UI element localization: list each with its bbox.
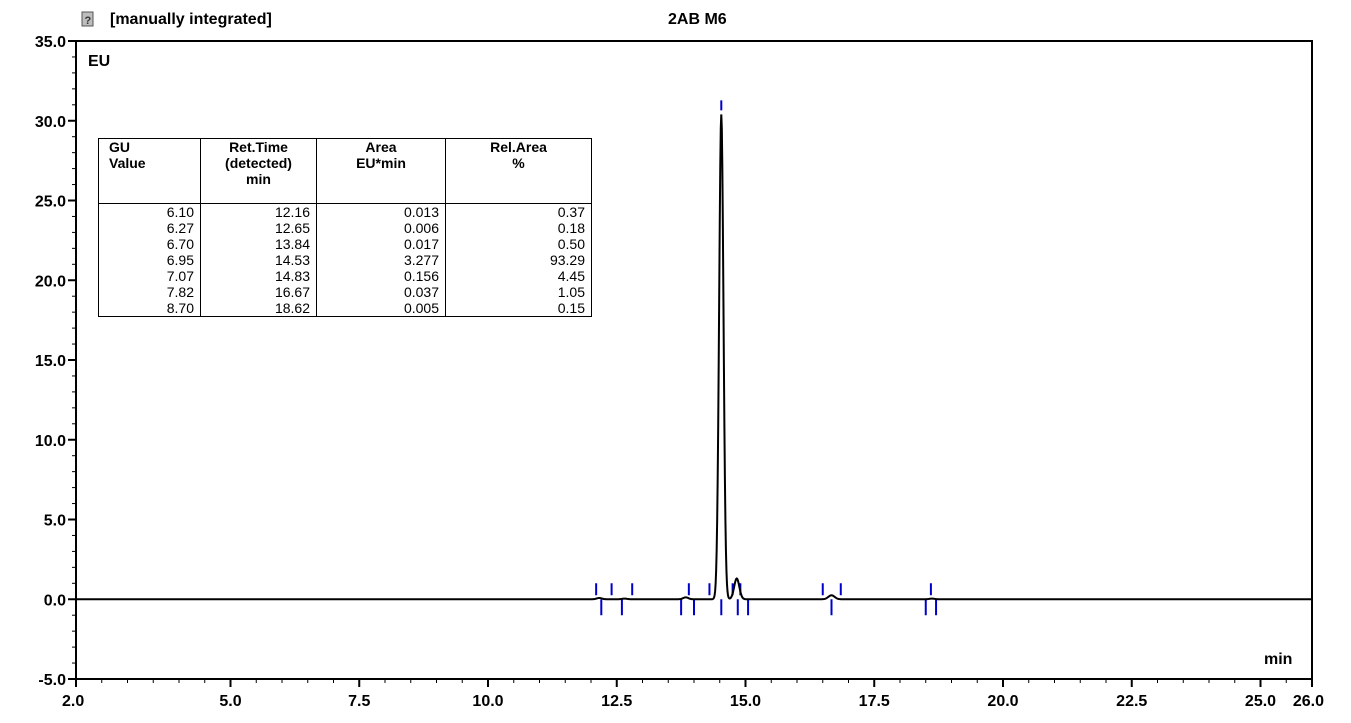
cell-ret-time: 16.67 [200,284,317,300]
x-tick-label: 2.0 [62,693,84,710]
cell-area: 0.017 [316,236,446,252]
cell-ret-time: 18.62 [200,300,317,317]
y-tick-label: 10.0 [35,433,66,450]
cell-rel-area: 93.29 [445,252,592,268]
header-rel-area: Rel.Area% [445,138,592,204]
cell-area: 0.156 [316,268,446,284]
x-axis-unit-label: min [1264,651,1292,668]
cell-rel-area: 0.18 [445,220,592,236]
cell-gu: 8.70 [98,300,201,317]
header-ret-time: Ret.Time (detected) min [200,138,317,204]
cell-area: 0.006 [316,220,446,236]
cell-gu: 7.82 [98,284,201,300]
cell-rel-area: 0.37 [445,203,592,220]
cell-rel-area: 1.05 [445,284,592,300]
y-tick-label: 0.0 [44,592,66,609]
x-tick-label: 7.5 [348,693,370,710]
cell-area: 3.277 [316,252,446,268]
cell-ret-time: 14.83 [200,268,317,284]
axes-group: -5.0 0.0 5.0 10.0 15.0 20.0 25.0 30.0 35.0 2.0 5.0… [35,34,1324,710]
table-row: 6.10 12.16 0.013 0.37 [98,203,592,220]
cell-ret-time: 12.16 [200,203,317,220]
x-tick-label: 26.0 [1293,693,1324,710]
cell-rel-area: 4.45 [445,268,592,284]
table-row: 7.07 14.83 0.156 4.45 [98,268,592,284]
svg-text:?: ? [85,15,92,27]
cell-rel-area: 0.50 [445,236,592,252]
x-tick-label: 10.0 [472,693,503,710]
cell-ret-time: 13.84 [200,236,317,252]
peak-table-header: GU Value Ret.Time (detected) min Area EU*min… [98,138,592,204]
cell-rel-area: 0.15 [445,300,592,317]
y-tick-label: 5.0 [44,513,66,530]
table-row: 6.95 14.53 3.277 93.29 [98,252,592,268]
cell-gu: 6.70 [98,236,201,252]
integration-marks-group [595,100,938,616]
x-tick-label: 15.0 [730,693,761,710]
x-tick-label: 22.5 [1116,693,1147,710]
cell-area: 0.037 [316,284,446,300]
table-row: 6.27 12.65 0.006 0.18 [98,220,592,236]
x-tick-label: 20.0 [987,693,1018,710]
cell-area: 0.013 [316,203,446,220]
chromatogram-trace [76,114,1312,601]
cell-ret-time: 12.65 [200,220,317,236]
x-tick-label: 12.5 [601,693,632,710]
peak-table: GU Value Ret.Time (detected) min Area EU*min… [98,138,592,317]
cell-gu: 6.95 [98,252,201,268]
header-gu-value: GU Value [98,138,201,204]
y-tick-label: 25.0 [35,194,66,211]
y-tick-label: 30.0 [35,114,66,131]
table-row: 6.70 13.84 0.017 0.50 [98,236,592,252]
cell-gu: 6.27 [98,220,201,236]
integration-status-label: [manually integrated] [110,11,272,28]
y-tick-label: 35.0 [35,34,66,51]
y-tick-label: 20.0 [35,273,66,290]
cell-gu: 6.10 [98,203,201,220]
x-tick-label: 25.0 [1245,693,1276,710]
table-row: 8.70 18.62 0.005 0.15 [98,300,592,317]
y-tick-label: -5.0 [38,672,66,689]
cell-area: 0.005 [316,300,446,317]
y-axis-unit-label: EU [88,53,110,70]
x-tick-label: 5.0 [219,693,241,710]
status-icon: ? [81,11,94,27]
y-tick-label: 15.0 [35,353,66,370]
x-tick-label: 17.5 [859,693,890,710]
plot-frame [75,40,1313,680]
cell-gu: 7.07 [98,268,201,284]
header-area: Area EU*min [316,138,446,204]
cell-ret-time: 14.53 [200,252,317,268]
table-row: 7.82 16.67 0.037 1.05 [98,284,592,300]
sample-name-title: 2AB M6 [668,11,727,28]
